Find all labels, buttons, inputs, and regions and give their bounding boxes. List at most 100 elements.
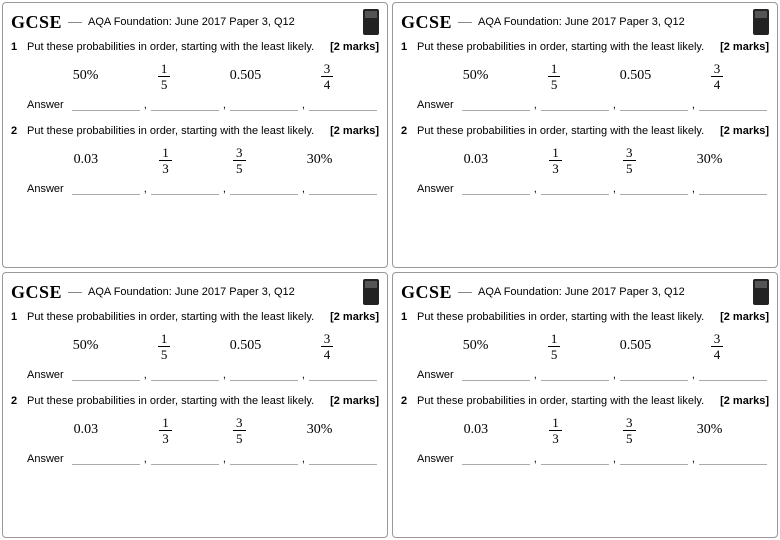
answer-blank[interactable] (620, 369, 688, 381)
value-4-fraction: 34 (711, 62, 724, 91)
answer-blank[interactable] (462, 99, 530, 111)
divider (458, 292, 472, 293)
answer-blank[interactable] (72, 183, 140, 195)
answer-blank[interactable] (620, 99, 688, 111)
question-1: 1 Put these probabilities in order, star… (11, 41, 379, 121)
question-number: 2 (401, 125, 417, 205)
value-4: 30% (307, 152, 333, 168)
value-3: 0.505 (230, 338, 262, 354)
answer-blank[interactable] (230, 369, 298, 381)
paper-source: AQA Foundation: June 2017 Paper 3, Q12 (478, 286, 749, 298)
question-text: Put these probabilities in order, starti… (417, 311, 704, 323)
divider (458, 22, 472, 23)
answer-blank[interactable] (462, 183, 530, 195)
value-1: 0.03 (74, 152, 99, 168)
answer-blank[interactable] (151, 369, 219, 381)
answer-blank[interactable] (309, 99, 377, 111)
question-text: Put these probabilities in order, starti… (417, 125, 704, 137)
card-header: GCSE AQA Foundation: June 2017 Paper 3, … (401, 279, 769, 305)
worksheet-card: GCSE AQA Foundation: June 2017 Paper 3, … (392, 2, 778, 268)
question-number: 2 (401, 395, 417, 475)
question-2: 2 Put these probabilities in order, star… (401, 125, 769, 205)
answer-blank[interactable] (151, 453, 219, 465)
value-1: 50% (463, 68, 489, 84)
answer-blank[interactable] (230, 453, 298, 465)
answer-blank[interactable] (230, 183, 298, 195)
answer-blank[interactable] (462, 369, 530, 381)
answer-blank[interactable] (309, 183, 377, 195)
paper-source: AQA Foundation: June 2017 Paper 3, Q12 (478, 16, 749, 28)
answer-label: Answer (27, 369, 64, 381)
answer-row: Answer , , , (417, 183, 769, 195)
marks-label: [2 marks] (720, 41, 769, 53)
answer-blank[interactable] (699, 183, 767, 195)
calculator-icon (753, 9, 769, 35)
gcse-label: GCSE (401, 282, 452, 303)
answer-label: Answer (27, 183, 64, 195)
question-2: 2 Put these probabilities in order, star… (11, 395, 379, 475)
value-1: 0.03 (74, 422, 99, 438)
answer-blank[interactable] (230, 99, 298, 111)
answer-blank[interactable] (72, 369, 140, 381)
question-2: 2 Put these probabilities in order, star… (11, 125, 379, 205)
answer-blank[interactable] (309, 453, 377, 465)
value-2-fraction: 15 (548, 332, 561, 361)
answer-blank[interactable] (541, 453, 609, 465)
answer-blank[interactable] (462, 453, 530, 465)
probability-values: 50% 15 0.505 34 (433, 61, 753, 91)
value-1: 50% (463, 338, 489, 354)
value-2-fraction: 15 (158, 332, 171, 361)
value-1: 0.03 (464, 422, 489, 438)
probability-values: 0.03 13 35 30% (43, 145, 363, 175)
marks-label: [2 marks] (330, 395, 379, 407)
divider (68, 22, 82, 23)
value-3: 0.505 (620, 338, 652, 354)
answer-blank[interactable] (541, 369, 609, 381)
answer-blank[interactable] (72, 453, 140, 465)
question-text: Put these probabilities in order, starti… (417, 395, 704, 407)
value-3: 0.505 (230, 68, 262, 84)
value-3-fraction: 35 (233, 146, 246, 175)
question-text: Put these probabilities in order, starti… (27, 125, 314, 137)
answer-blank[interactable] (699, 453, 767, 465)
marks-label: [2 marks] (330, 311, 379, 323)
probability-values: 50% 15 0.505 34 (43, 331, 363, 361)
marks-label: [2 marks] (330, 125, 379, 137)
value-1: 50% (73, 68, 99, 84)
answer-row: Answer , , , (27, 99, 379, 111)
answer-label: Answer (417, 183, 454, 195)
answer-blank[interactable] (541, 99, 609, 111)
answer-row: Answer , , , (417, 369, 769, 381)
question-text: Put these probabilities in order, starti… (27, 395, 314, 407)
answer-blank[interactable] (309, 369, 377, 381)
answer-blank[interactable] (620, 453, 688, 465)
question-number: 1 (401, 311, 417, 391)
answer-label: Answer (27, 99, 64, 111)
question-number: 1 (11, 311, 27, 391)
answer-blank[interactable] (151, 99, 219, 111)
value-3-fraction: 35 (233, 416, 246, 445)
gcse-label: GCSE (11, 12, 62, 33)
answer-blank[interactable] (620, 183, 688, 195)
answer-blank[interactable] (541, 183, 609, 195)
value-2-fraction: 13 (159, 146, 172, 175)
answer-label: Answer (417, 369, 454, 381)
answer-blank[interactable] (699, 369, 767, 381)
value-3: 0.505 (620, 68, 652, 84)
value-2-fraction: 15 (158, 62, 171, 91)
worksheet-card: GCSE AQA Foundation: June 2017 Paper 3, … (392, 272, 778, 538)
calculator-icon (753, 279, 769, 305)
question-1: 1 Put these probabilities in order, star… (401, 311, 769, 391)
value-4-fraction: 34 (321, 332, 334, 361)
answer-blank[interactable] (151, 183, 219, 195)
question-1: 1 Put these probabilities in order, star… (401, 41, 769, 121)
gcse-label: GCSE (11, 282, 62, 303)
divider (68, 292, 82, 293)
value-4: 30% (697, 422, 723, 438)
answer-blank[interactable] (72, 99, 140, 111)
card-header: GCSE AQA Foundation: June 2017 Paper 3, … (11, 279, 379, 305)
probability-values: 50% 15 0.505 34 (433, 331, 753, 361)
answer-blank[interactable] (699, 99, 767, 111)
probability-values: 50% 15 0.505 34 (43, 61, 363, 91)
worksheet-card: GCSE AQA Foundation: June 2017 Paper 3, … (2, 2, 388, 268)
